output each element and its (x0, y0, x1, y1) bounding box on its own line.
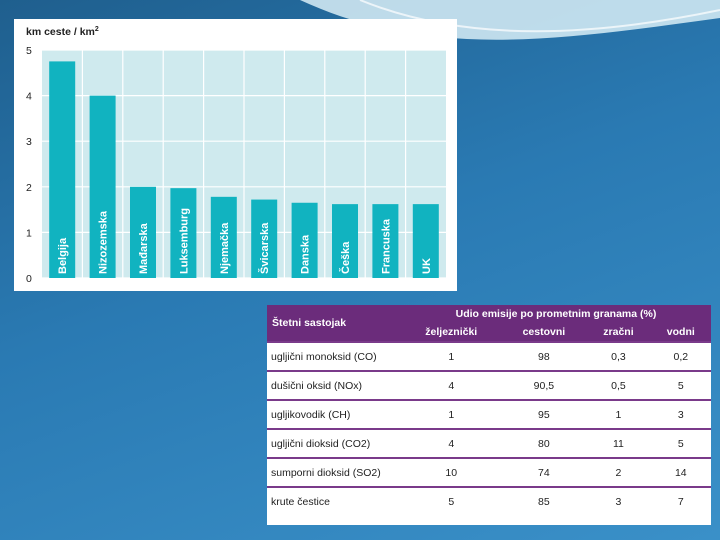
column-header: željeznički (401, 323, 502, 342)
row-label: dušični oksid (NOx) (267, 370, 401, 400)
bar-uk (412, 204, 439, 278)
table-cell: 0,3 (586, 341, 651, 371)
bar-label: Švicarska (258, 222, 271, 274)
bar-belgija (49, 61, 76, 279)
bar-label: Luksemburg (178, 208, 190, 274)
emissions-table: Štetni sastojak Udio emisije po prometni… (267, 305, 711, 515)
table-cell: 1 (401, 399, 502, 429)
table-cell: 2 (586, 457, 651, 487)
column-header: cestovni (501, 323, 587, 342)
row-label: krute čestice (267, 486, 401, 515)
table-cell: 4 (401, 428, 502, 458)
table-cell: 4 (401, 370, 502, 400)
group-header: Udio emisije po prometnim granama (%) (401, 305, 711, 323)
table-row: krute čestice 5 85 3 7 (267, 486, 711, 515)
y-tick-label: 0 (26, 273, 32, 285)
table-cell: 80 (501, 428, 587, 458)
y-tick-label: 3 (26, 136, 32, 148)
bar-njemačka (210, 196, 237, 278)
bar-švicarska (251, 199, 278, 278)
table-cell: 95 (501, 399, 587, 429)
bar-label: UK (421, 258, 433, 274)
table-cell: 7 (650, 486, 711, 515)
table-row: sumporni dioksid (SO2) 10 74 2 14 (267, 457, 711, 487)
table-cell: 0,5 (586, 370, 651, 400)
bar-francuska (372, 204, 399, 278)
column-header: zračni (586, 323, 651, 342)
table-cell: 1 (586, 399, 651, 429)
table-cell: 5 (401, 486, 502, 515)
row-label: ugljični monoksid (CO) (267, 341, 401, 371)
bar-chart: km ceste / km2 0 1 2 3 4 5 Belgija Nizozemska M… (26, 26, 446, 285)
column-header: vodni (650, 323, 711, 342)
table-cell: 90,5 (501, 370, 587, 400)
chart-title: km ceste / km2 (26, 26, 99, 38)
table-cell: 0,2 (650, 341, 711, 371)
table-cell: 85 (501, 486, 587, 515)
table-cell: 14 (650, 457, 711, 487)
table-row: ugljični dioksid (CO2) 4 80 11 5 (267, 428, 711, 458)
table-cell: 10 (401, 457, 502, 487)
table-row: ugljikovodik (CH) 1 95 1 3 (267, 399, 711, 429)
bar-label: Belgija (57, 237, 69, 274)
bar-label: Nizozemska (98, 210, 110, 274)
table-cell: 1 (401, 341, 502, 371)
table-cell: 5 (650, 428, 711, 458)
row-label: ugljikovodik (CH) (267, 399, 401, 429)
bar-label: Mađarska (138, 222, 150, 274)
emissions-table-card: Štetni sastojak Udio emisije po prometni… (267, 305, 711, 525)
bar-danska (291, 202, 318, 278)
table-cell: 98 (501, 341, 587, 371)
row-label: ugljični dioksid (CO2) (267, 428, 401, 458)
table-row: dušični oksid (NOx) 4 90,5 0,5 5 (267, 370, 711, 400)
row-label: sumporni dioksid (SO2) (267, 457, 401, 487)
y-tick-label: 2 (26, 182, 32, 194)
table-cell: 74 (501, 457, 587, 487)
bar-label: Danska (300, 234, 312, 274)
bar-label: Francuska (380, 218, 392, 274)
table-cell: 5 (650, 370, 711, 400)
bar-nizozemska (89, 95, 116, 278)
table-row: ugljični monoksid (CO) 1 98 0,3 0,2 (267, 341, 711, 371)
table-cell: 3 (650, 399, 711, 429)
y-tick-label: 1 (26, 227, 32, 239)
table-cell: 3 (586, 486, 651, 515)
bar-label: Njemačka (219, 222, 231, 274)
bar-češka (332, 204, 358, 278)
bar-luksemburg (170, 188, 197, 278)
y-tick-label: 5 (26, 45, 32, 57)
bar-label: Češka (339, 241, 352, 274)
y-tick-label: 4 (26, 91, 32, 103)
bar-mađarska (130, 186, 156, 278)
component-header: Štetni sastojak (267, 305, 401, 342)
bar-chart-card: km ceste / km2 0 1 2 3 4 5 Belgija Nizozemska M… (14, 19, 457, 291)
table-cell: 11 (586, 428, 651, 458)
